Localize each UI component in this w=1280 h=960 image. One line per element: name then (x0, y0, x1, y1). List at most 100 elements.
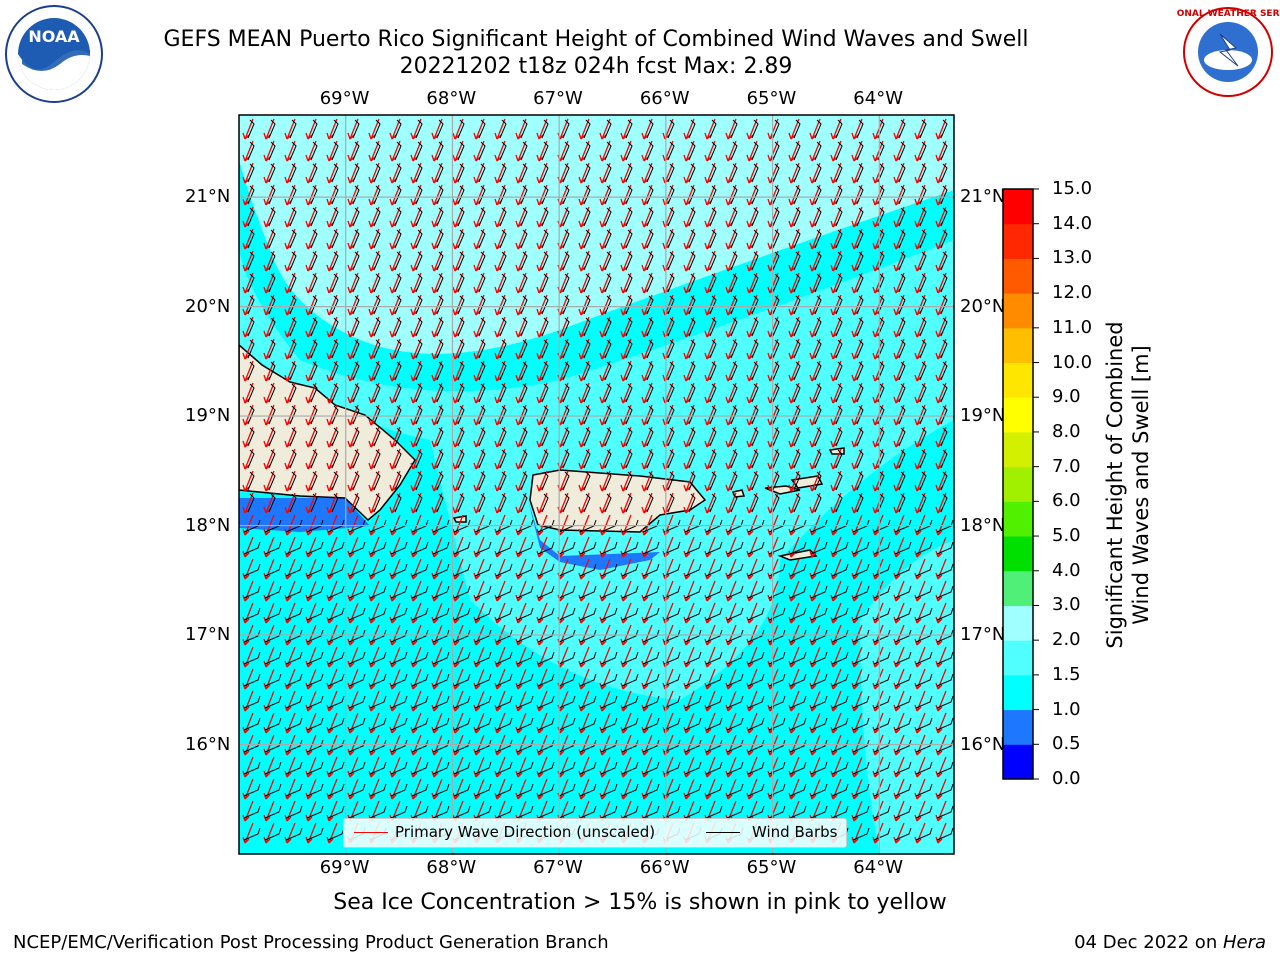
wind-barb (604, 141, 612, 161)
wind-barb (919, 185, 927, 205)
wind-barb (709, 295, 717, 315)
wind-barb (772, 251, 780, 271)
wind-barb (919, 163, 927, 183)
wind-barb (285, 783, 303, 797)
wind-barb (247, 207, 255, 227)
wind-barb (415, 273, 423, 293)
wind-barb (894, 695, 912, 709)
wind-barb (415, 493, 423, 513)
wind-barb (537, 805, 555, 819)
colorbar-tick-label: 8.0 (1052, 420, 1081, 442)
wind-barb (688, 163, 696, 183)
wind-barb (789, 761, 807, 775)
wind-barb (537, 717, 555, 731)
wind-barb (499, 229, 507, 249)
wind-barb (642, 629, 660, 643)
wind-barb (369, 541, 387, 555)
wind-barb (789, 541, 807, 555)
colorbar-segment (1003, 744, 1033, 780)
wind-barb (835, 339, 843, 359)
wind-barb (726, 783, 744, 797)
wind-barb (898, 471, 906, 491)
wind-barb (247, 339, 255, 359)
wind-barb (247, 295, 255, 315)
wind-barb (457, 229, 465, 249)
wind-barb (709, 427, 717, 447)
wind-barb (306, 739, 324, 753)
wind-barb (583, 295, 591, 315)
lat-label: 21°N (185, 186, 231, 208)
wind-barb (642, 717, 660, 731)
wind-barb (352, 295, 360, 315)
wind-barb (688, 471, 696, 491)
wind-barb (877, 295, 885, 315)
wind-barb (579, 805, 597, 819)
wind-barb (310, 141, 318, 161)
wind-barb (919, 295, 927, 315)
wind-barb (688, 273, 696, 293)
chart-title: GEFS MEAN Puerto Rico Significant Height… (163, 27, 1029, 52)
wind-barb (499, 141, 507, 161)
wind-barb (411, 761, 429, 775)
wind-barb (646, 449, 654, 469)
wind-barb (646, 119, 654, 139)
wind-barb (814, 361, 822, 381)
wind-barb (936, 761, 954, 775)
wind-barb (814, 383, 822, 403)
wind-barb (331, 295, 339, 315)
wind-barb (411, 607, 429, 621)
wind-barb (726, 585, 744, 599)
wind-barb (310, 339, 318, 359)
wind-barb (625, 119, 633, 139)
wind-barb (625, 273, 633, 293)
wind-barb (474, 541, 492, 555)
wind-barb (390, 761, 408, 775)
wind-barb (709, 449, 717, 469)
wind-barb (747, 607, 765, 621)
wind-barb (373, 141, 381, 161)
wind-barb (264, 541, 282, 555)
lon-label: 66°W (639, 88, 690, 109)
wind-barb (495, 717, 513, 731)
wind-barb (373, 317, 381, 337)
wind-barb (579, 695, 597, 709)
wind-barb (898, 383, 906, 403)
wind-barb (436, 361, 444, 381)
wind-barb (730, 185, 738, 205)
colorbar-segment (1003, 674, 1033, 711)
wind-barb (751, 361, 759, 381)
wind-barb (478, 405, 486, 425)
wind-barb (453, 673, 471, 687)
wind-barb (667, 119, 675, 139)
wind-barb (499, 361, 507, 381)
wind-barb (919, 405, 927, 425)
wind-barb (474, 717, 492, 731)
colorbar-title-line2: Wind Waves and Swell [m] (1129, 345, 1153, 625)
wind-barb (415, 383, 423, 403)
wind-barb (646, 493, 654, 513)
wind-barb (915, 563, 933, 577)
wind-barb (394, 493, 402, 513)
wind-barb (495, 541, 513, 555)
wind-barb (243, 607, 261, 621)
wind-barb (793, 251, 801, 271)
wind-barb (936, 629, 954, 643)
wind-barb (369, 651, 387, 665)
wind-barb (247, 141, 255, 161)
wind-barb (579, 761, 597, 775)
wind-barb (604, 317, 612, 337)
wind-barb (331, 207, 339, 227)
wind-barb (390, 695, 408, 709)
wind-barb (625, 383, 633, 403)
wind-barb (558, 563, 576, 577)
wind-barb (642, 739, 660, 753)
wind-barb (705, 629, 723, 643)
wind-barb (495, 607, 513, 621)
wind-barb (327, 541, 345, 555)
wind-barb (600, 563, 618, 577)
wind-barb (646, 405, 654, 425)
wind-barb (268, 471, 276, 491)
lat-label: 20°N (185, 295, 231, 317)
wind-barb (562, 295, 570, 315)
wind-barb (625, 427, 633, 447)
